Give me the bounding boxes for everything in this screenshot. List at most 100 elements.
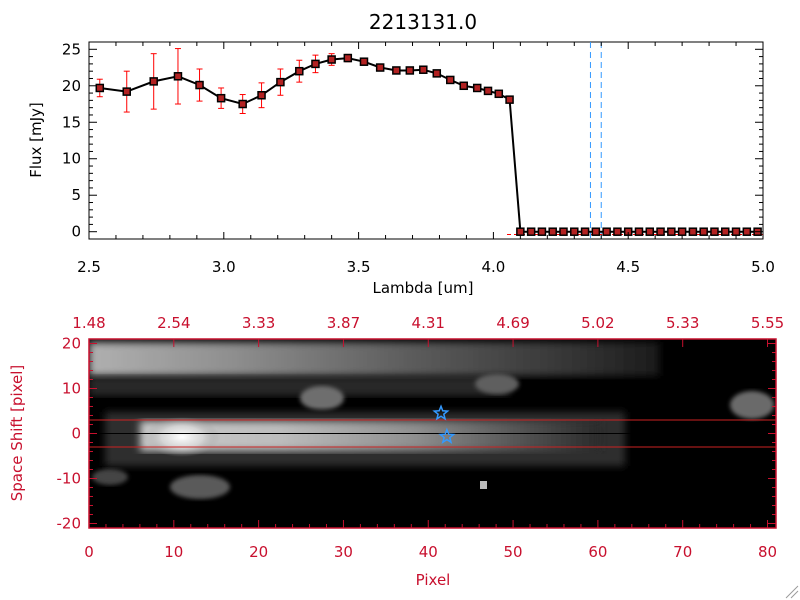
pixel-axis-label: Pixel: [416, 571, 451, 589]
x-tick-label: 3.5: [347, 258, 371, 276]
source-blob: [92, 469, 128, 485]
pixel-tick-label: 70: [673, 543, 692, 561]
data-point: [327, 55, 336, 64]
upper-trace-halo: [89, 376, 509, 396]
data-point: [602, 227, 611, 236]
chart-title: 2213131.0: [369, 10, 477, 34]
wavelength-tick-label: 1.48: [72, 314, 105, 332]
aperture-lines: [89, 419, 776, 448]
pixel-tick-label: 80: [758, 543, 777, 561]
space-shift-tick-label: -20: [57, 515, 82, 533]
source-blob: [300, 386, 344, 410]
data-point: [526, 227, 536, 236]
space-shift-tick-label: 0: [71, 425, 81, 443]
source-blob: [170, 475, 230, 499]
x-tick-label: 4.0: [481, 258, 505, 276]
x-axis-ticks: 2.5 3.0 3.5 4.0 4.5 5.0: [77, 42, 775, 276]
data-point: [432, 69, 442, 78]
data-point: [122, 87, 131, 96]
wavelength-tick-label: 2.54: [157, 314, 190, 332]
star-icon: [432, 404, 450, 421]
pixel-tick-label: 10: [164, 543, 183, 561]
bright-source: [144, 417, 220, 457]
data-point: [494, 89, 504, 99]
wavelength-tick-label: 3.33: [242, 314, 275, 332]
data-point: [645, 227, 655, 236]
data-point: [677, 227, 687, 236]
pixel-tick-label: 60: [588, 543, 607, 561]
hot-pixel: [480, 481, 487, 489]
data-point: [570, 227, 579, 236]
spectrum-image: 0 10 20 30 40 50 60 70 80 -20 -10 0 10 20 1.48 2.54 3.…: [57, 314, 785, 561]
data-point: [667, 227, 676, 236]
data-point: [149, 77, 158, 86]
data-point: [295, 66, 304, 76]
data-point: [721, 227, 730, 236]
x-tick-label: 3.0: [212, 258, 236, 276]
pixel-tick-label: 30: [334, 543, 353, 561]
data-point: [591, 227, 601, 236]
data-point: [173, 72, 183, 81]
upper-trace-band: [89, 342, 659, 376]
wavelength-axis-ticks: 1.48 2.54 3.33 3.87 4.31 4.69 5.02 5.33 5.55: [72, 314, 784, 347]
y-tick-label: 15: [62, 113, 81, 131]
data-point: [634, 227, 644, 236]
x-tick-label: 4.5: [616, 258, 640, 276]
data-point: [343, 53, 353, 63]
data-point: [276, 77, 285, 87]
data-point: [95, 83, 105, 93]
data-point: [405, 66, 415, 75]
data-point: [580, 227, 590, 236]
y-tick-label: 5: [71, 186, 81, 204]
wavelength-tick-label: 4.69: [496, 314, 529, 332]
resize-grip-icon[interactable]: [785, 585, 799, 599]
source-blob: [475, 374, 519, 394]
data-point: [311, 59, 320, 69]
flux-markers: [95, 53, 762, 236]
plot-frame: [88, 41, 764, 240]
data-point: [548, 227, 557, 236]
data-point: [613, 227, 622, 236]
x-tick-label: 5.0: [751, 258, 775, 276]
data-point: [516, 227, 525, 236]
data-point: [505, 95, 514, 104]
pixel-tick-label: 40: [419, 543, 438, 561]
x-tick-label: 2.5: [77, 258, 101, 276]
wavelength-tick-label: 5.55: [751, 314, 784, 332]
y-axis-label: Flux [mJy]: [27, 102, 45, 178]
data-point: [742, 227, 752, 236]
y-tick-label: 10: [62, 150, 81, 168]
space-shift-tick-label: -10: [57, 470, 82, 488]
data-point: [257, 91, 266, 100]
y-tick-label: 20: [62, 77, 81, 95]
space-shift-tick-label: 20: [62, 335, 81, 353]
space-shift-tick-label: 10: [62, 380, 81, 398]
pixel-tick-label: 0: [84, 543, 94, 561]
data-point: [392, 66, 401, 75]
data-point: [559, 227, 568, 236]
pixel-axis-ticks: 0 10 20 30 40 50 60 70 80: [84, 520, 777, 561]
data-point: [537, 227, 547, 236]
y-tick-label: 0: [71, 223, 81, 241]
data-point: [710, 227, 719, 236]
pixel-tick-label: 50: [504, 543, 523, 561]
data-point: [731, 227, 741, 236]
data-point: [216, 93, 226, 103]
data-point: [359, 57, 369, 66]
data-point: [688, 227, 698, 236]
dashed-wavelength-markers: [589, 42, 602, 239]
data-point: [419, 65, 428, 74]
space-shift-axis-ticks: -20 -10 0 10 20: [57, 335, 776, 533]
x-axis-label: Lambda [um]: [373, 279, 474, 297]
star-icon: [438, 427, 456, 445]
data-point: [656, 227, 665, 236]
y-axis-ticks: 0 5 10 15 20 25: [62, 40, 763, 241]
data-point: [699, 227, 708, 236]
source-blob: [730, 391, 774, 419]
data-point: [238, 99, 247, 109]
space-shift-axis-label: Space Shift [pixel]: [8, 365, 26, 502]
data-point: [195, 80, 204, 90]
wavelength-tick-label: 5.33: [666, 314, 699, 332]
y-tick-label: 25: [62, 40, 81, 58]
